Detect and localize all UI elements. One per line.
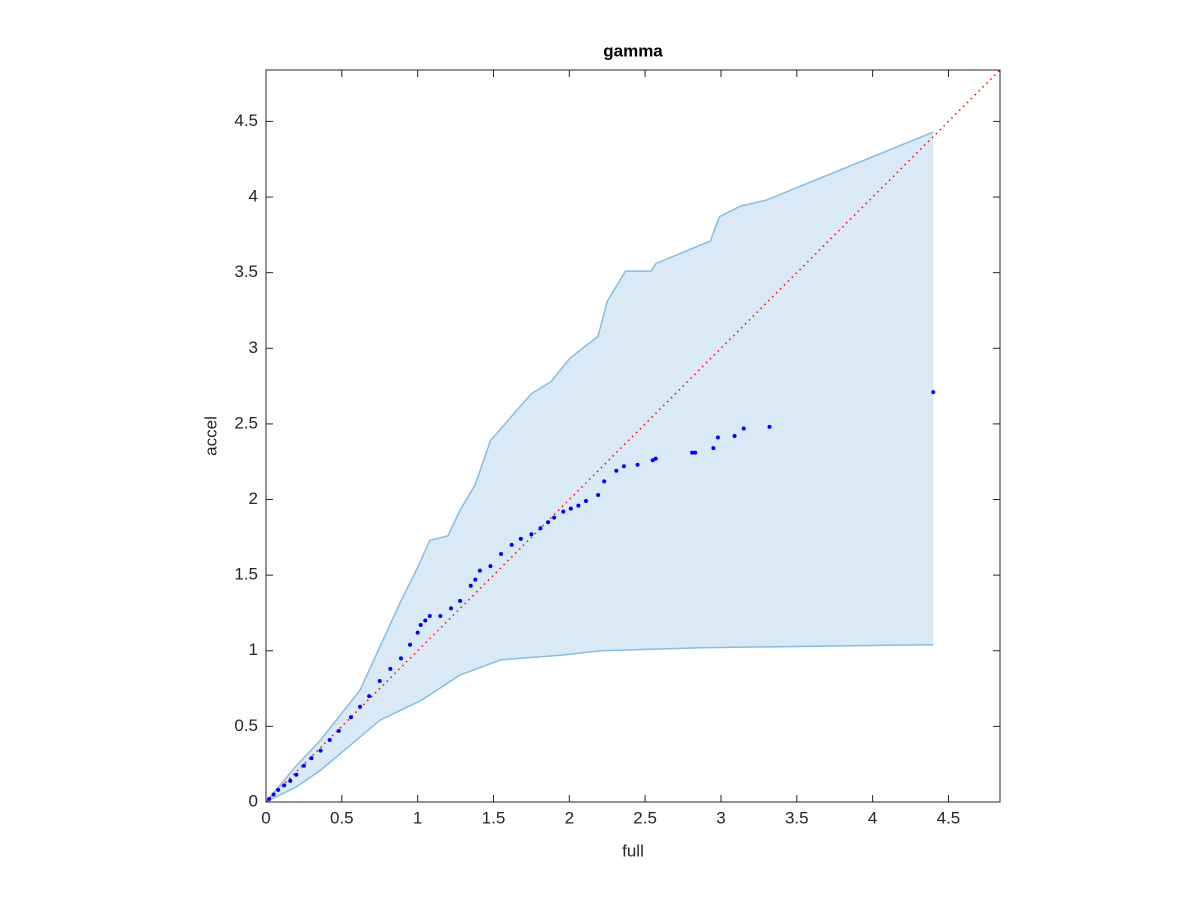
point: [538, 526, 543, 531]
y-tick-label: 4.5: [234, 111, 258, 130]
point: [576, 503, 581, 508]
x-tick-label: 3.5: [785, 808, 809, 827]
point: [499, 551, 504, 556]
x-tick-label: 2.5: [633, 808, 657, 827]
point: [621, 464, 626, 469]
point: [552, 515, 557, 520]
point: [427, 613, 432, 618]
y-tick-label: 1: [249, 640, 258, 659]
point: [509, 542, 514, 547]
point: [931, 390, 936, 395]
point: [767, 424, 772, 429]
x-tick-label: 1: [413, 808, 422, 827]
point: [732, 434, 737, 438]
point: [715, 435, 720, 440]
point: [336, 728, 341, 733]
point: [271, 792, 276, 797]
point: [693, 450, 698, 455]
point: [690, 450, 695, 455]
point: [318, 748, 323, 753]
band-lower-edge: [265, 643, 934, 803]
axes-box: [265, 69, 1001, 803]
point: [635, 462, 640, 467]
band-upper-edge: [265, 131, 934, 803]
x-tick-label: 1.5: [482, 808, 506, 827]
y-axis-label: accel: [201, 416, 220, 456]
point: [458, 598, 463, 603]
y-tick-label: 4: [249, 187, 258, 206]
point: [408, 642, 413, 647]
point: [650, 458, 655, 463]
point: [711, 446, 716, 451]
y-tick-label: 3: [249, 338, 258, 357]
y-tick-label: 1.5: [234, 565, 258, 584]
point: [327, 737, 332, 742]
point: [276, 787, 281, 792]
point: [653, 456, 658, 461]
y-tick-label: 2.5: [234, 413, 258, 432]
point: [294, 772, 299, 777]
point: [348, 715, 353, 720]
point: [438, 613, 443, 618]
point: [741, 426, 746, 431]
point: [518, 536, 523, 541]
point: [267, 796, 272, 801]
x-tick-label: 3: [716, 808, 725, 827]
point: [614, 468, 619, 473]
point: [468, 583, 473, 588]
x-axis-label: full: [622, 841, 644, 860]
point: [561, 509, 566, 514]
point: [398, 656, 403, 661]
confidence-band: [266, 132, 934, 802]
point: [415, 630, 420, 635]
y-tick-label: 0: [249, 791, 258, 810]
y-tick-label: 2: [249, 489, 258, 508]
x-tick-label: 0.5: [330, 808, 354, 827]
reference-line: [265, 69, 1001, 803]
point: [449, 606, 454, 611]
point: [568, 506, 573, 511]
point: [602, 479, 607, 484]
point: [388, 666, 393, 671]
x-tick-label: 4.5: [937, 808, 961, 827]
point: [546, 520, 551, 525]
point: [423, 618, 428, 623]
x-tick-label: 2: [565, 808, 574, 827]
point: [418, 623, 423, 628]
point: [477, 568, 482, 573]
point: [367, 694, 372, 699]
point: [583, 499, 588, 504]
x-tick-label: 4: [868, 808, 877, 827]
point: [488, 564, 493, 569]
y-tick-label: 0.5: [234, 716, 258, 735]
point: [596, 492, 601, 497]
point: [358, 704, 363, 709]
chart-title: gamma: [603, 41, 663, 60]
point: [377, 679, 382, 684]
point: [473, 577, 478, 582]
point: [529, 532, 534, 537]
x-tick-label: 0: [261, 808, 270, 827]
y-tick-label: 3.5: [234, 262, 258, 281]
point: [301, 763, 306, 768]
point: [288, 778, 293, 783]
point: [309, 756, 314, 761]
point: [282, 783, 287, 788]
